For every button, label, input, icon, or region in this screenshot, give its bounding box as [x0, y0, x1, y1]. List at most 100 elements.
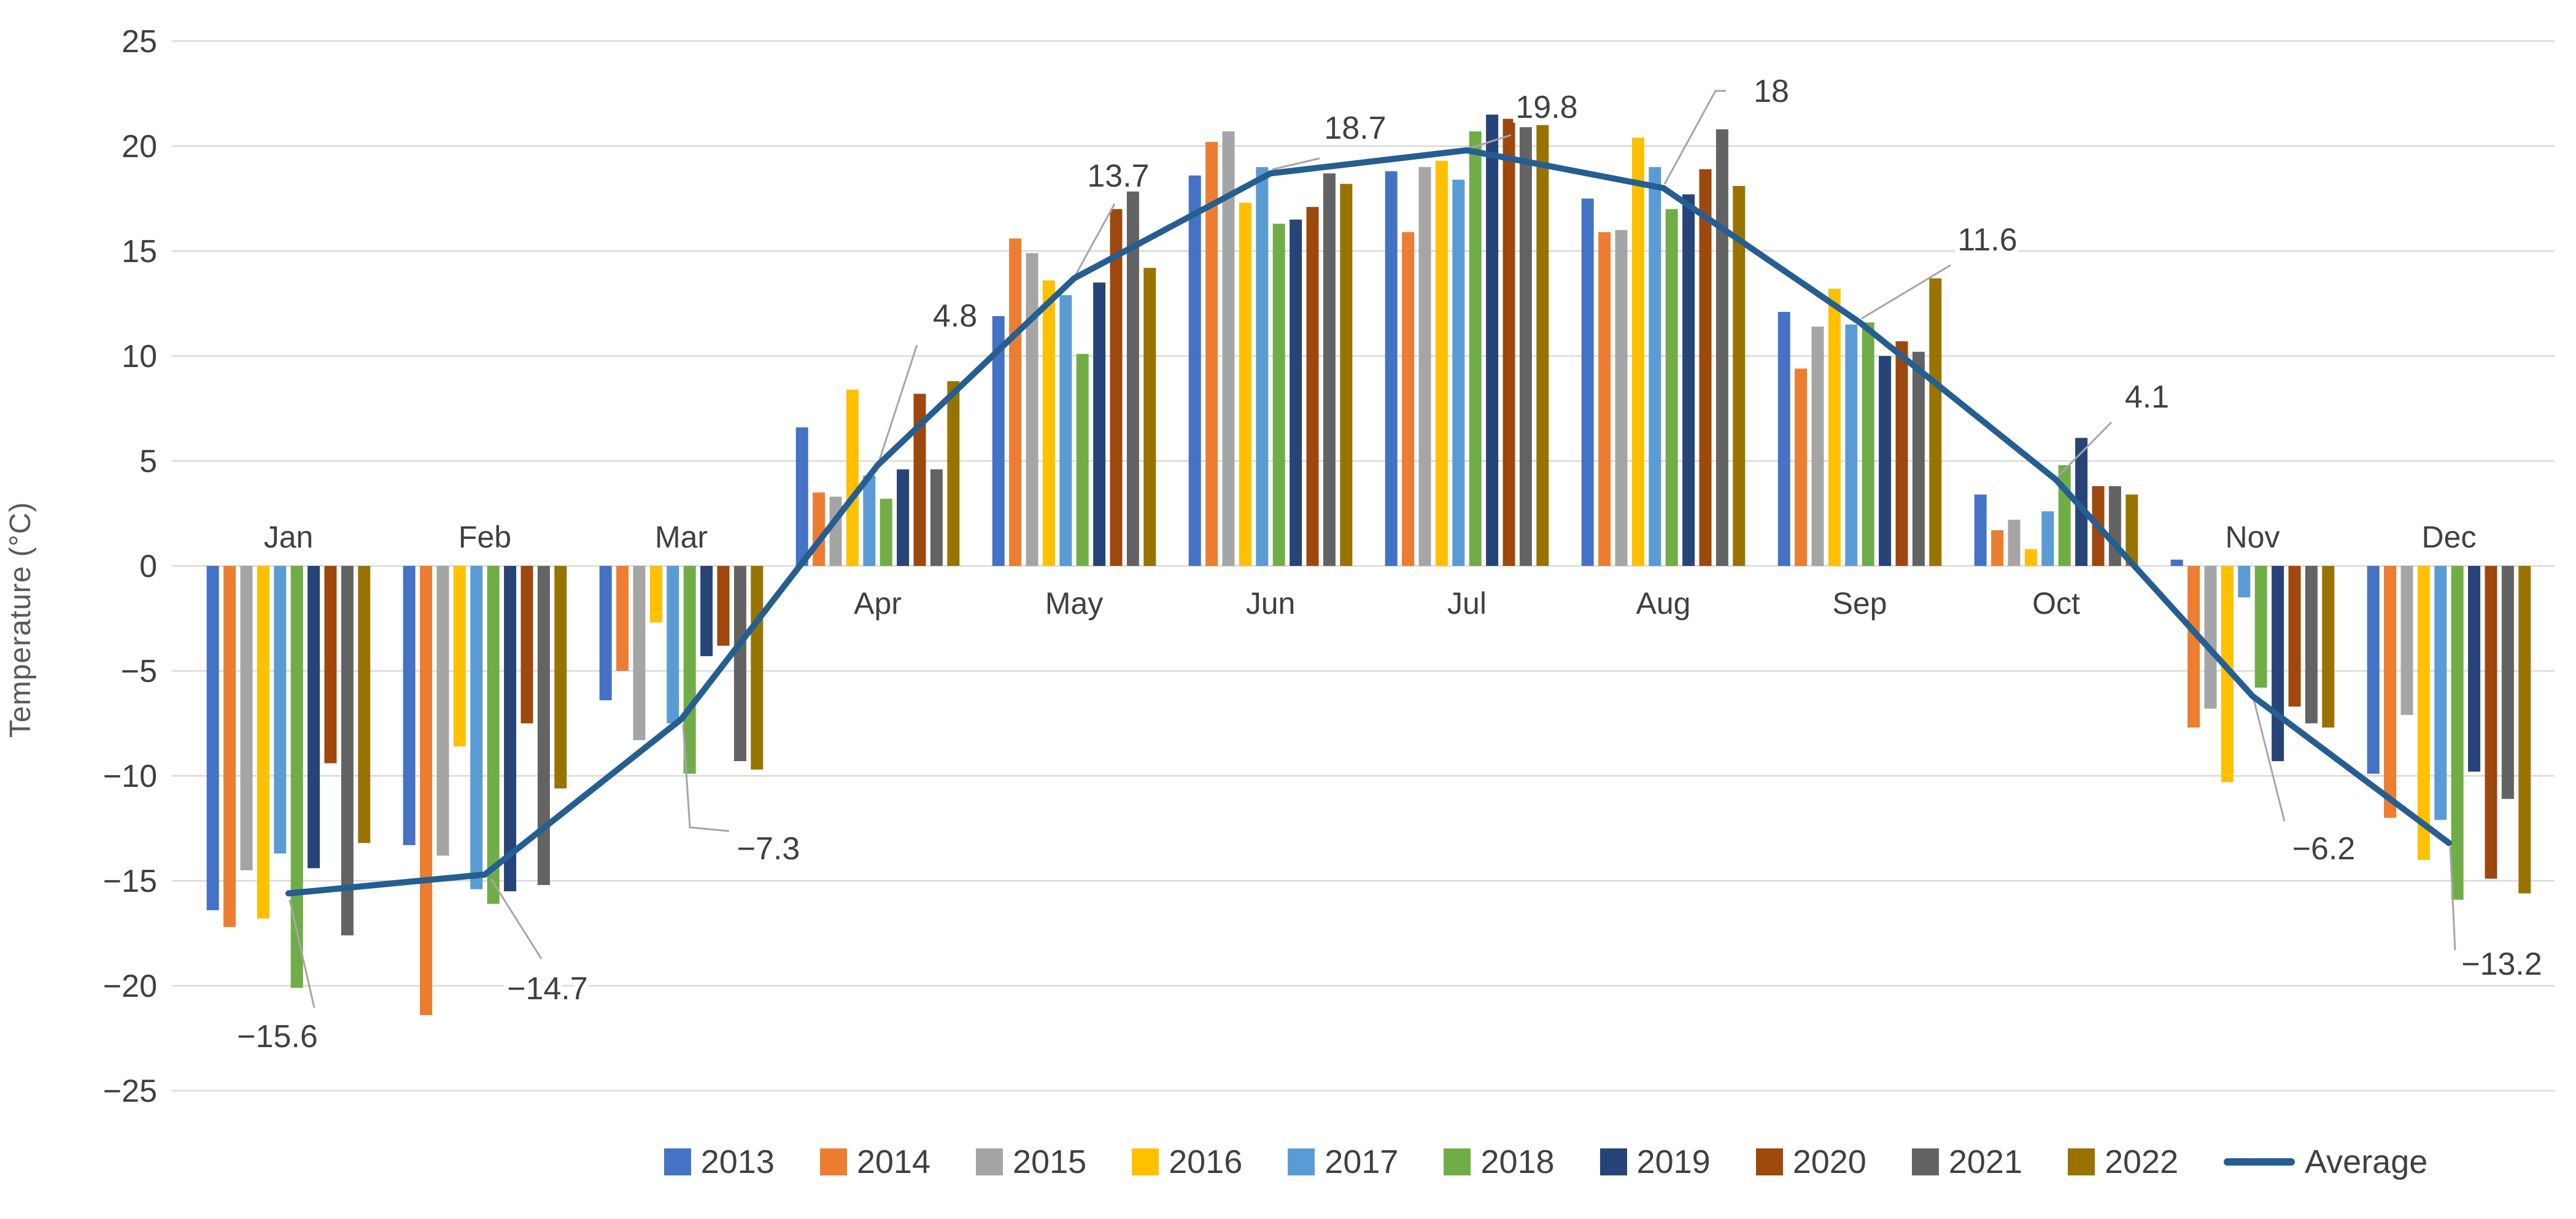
bar-2014-Dec [2384, 566, 2397, 818]
legend-label-2020: 2020 [1792, 1144, 1866, 1180]
bar-2018-Mar [683, 566, 696, 774]
bar-2020-Jan [324, 566, 337, 764]
bar-2021-Mar [733, 566, 746, 762]
legend-label-2017: 2017 [1325, 1144, 1399, 1180]
average-data-label-Apr: 4.8 [933, 298, 977, 334]
average-data-label-Dec: −13.2 [2461, 946, 2542, 982]
bar-2021-Jun [1323, 173, 1336, 567]
bar-2015-Mar [633, 566, 646, 740]
y-tick-label: −15 [103, 864, 157, 899]
bar-2018-Nov [2254, 566, 2267, 688]
bar-2019-Mar [700, 566, 713, 657]
bar-2020-May [1110, 209, 1123, 567]
month-label-Feb: Feb [458, 520, 511, 554]
bar-2015-Sep [1811, 327, 1824, 566]
bar-2022-Oct [2125, 494, 2138, 566]
bar-2017-Apr [863, 475, 876, 566]
leader-line-Apr [878, 344, 918, 462]
average-data-label-Mar: −7.3 [737, 831, 800, 867]
bar-2019-Sep [1879, 356, 1892, 566]
month-label-Dec: Dec [2422, 520, 2477, 554]
bar-2016-Dec [2417, 566, 2430, 860]
bar-2014-Jul [1402, 232, 1415, 567]
bar-2016-Aug [1631, 137, 1644, 566]
bar-2016-Nov [2221, 566, 2234, 783]
bar-2021-May [1126, 185, 1139, 567]
bar-2020-Apr [913, 393, 926, 566]
legend-item-2018: 2018 [1444, 1143, 1555, 1181]
legend-swatch-2015 [976, 1148, 1003, 1175]
legend-swatch-2016 [1132, 1148, 1159, 1175]
bar-2015-Jul [1418, 167, 1431, 566]
average-data-label-Nov: −6.2 [2292, 831, 2356, 867]
bar-2013-Apr [795, 427, 808, 566]
leader-line-Nov [2253, 699, 2286, 822]
bar-2019-Nov [2272, 566, 2284, 762]
y-tick-label: 20 [122, 129, 157, 164]
legend-item-2020: 2020 [1755, 1143, 1866, 1181]
bar-2017-Mar [667, 566, 679, 724]
legend-swatch-2014 [819, 1148, 847, 1175]
bar-2013-May [992, 316, 1005, 566]
bar-2015-Dec [2400, 566, 2413, 715]
bar-2013-Dec [2367, 566, 2380, 774]
bar-2021-Feb [537, 566, 550, 885]
bar-2022-Jul [1536, 125, 1549, 567]
bar-2021-Oct [2108, 486, 2121, 566]
legend-swatch-2013 [663, 1148, 691, 1175]
y-tick-label: −25 [103, 1074, 157, 1109]
legend-swatch-2018 [1444, 1148, 1471, 1175]
bar-2022-Jun [1340, 184, 1353, 566]
leader-line-Jun [1272, 157, 1320, 171]
month-label-Aug: Aug [1636, 586, 1691, 621]
bar-2013-Jun [1188, 175, 1201, 566]
month-label-Apr: Apr [854, 586, 902, 621]
bar-2019-Jan [307, 566, 320, 869]
bar-2017-Jul [1452, 179, 1465, 567]
bar-2022-Aug [1733, 185, 1746, 567]
bar-2022-May [1143, 268, 1156, 566]
month-label-Jul: Jul [1447, 586, 1487, 621]
leader-line-Aug [1663, 90, 1726, 185]
bar-2020-Dec [2485, 566, 2497, 879]
legend-label-2019: 2019 [1636, 1144, 1711, 1180]
bar-2015-Apr [829, 497, 842, 566]
bar-2021-Jul [1519, 127, 1532, 567]
bar-2019-Jun [1290, 219, 1302, 566]
bar-2022-Nov [2322, 566, 2335, 728]
bar-2019-Jul [1486, 114, 1499, 566]
bar-2022-Jan [358, 566, 371, 843]
bar-2022-Sep [1929, 278, 1942, 566]
bar-2021-Apr [930, 469, 943, 566]
bar-2017-Nov [2238, 566, 2251, 598]
bar-2016-Feb [453, 566, 466, 747]
bar-2014-May [1009, 238, 1022, 567]
legend-swatch-2022 [2067, 1148, 2095, 1175]
legend-label-2022: 2022 [2104, 1144, 2179, 1180]
legend-item-2017: 2017 [1288, 1143, 1398, 1181]
bar-2022-Mar [751, 566, 764, 770]
bar-2014-Feb [420, 566, 433, 1015]
bar-2020-Jul [1503, 118, 1515, 567]
bar-2019-May [1093, 282, 1106, 566]
month-label-Mar: Mar [655, 520, 708, 554]
bar-2022-Feb [554, 566, 567, 789]
legend-label-2018: 2018 [1480, 1144, 1555, 1180]
bar-2018-May [1076, 354, 1089, 566]
month-label-Jan: Jan [264, 520, 314, 554]
bar-2018-Jun [1272, 223, 1285, 566]
legend-swatch-2019 [1599, 1148, 1627, 1175]
average-data-label-Jan: −15.6 [237, 1019, 318, 1055]
month-label-Sep: Sep [1833, 586, 1887, 621]
bar-2015-Jan [240, 566, 253, 870]
bar-2021-Dec [2501, 566, 2514, 799]
legend-label-average: Average [2305, 1144, 2428, 1180]
leader-line-Jul [1468, 134, 1512, 150]
average-data-label-Jun: 18.7 [1324, 110, 1386, 146]
bar-2014-Sep [1795, 368, 1808, 566]
bar-2013-Jul [1385, 171, 1398, 566]
legend-item-2013: 2013 [663, 1143, 775, 1181]
bar-2018-Dec [2451, 566, 2464, 900]
bar-2018-Aug [1665, 209, 1678, 567]
